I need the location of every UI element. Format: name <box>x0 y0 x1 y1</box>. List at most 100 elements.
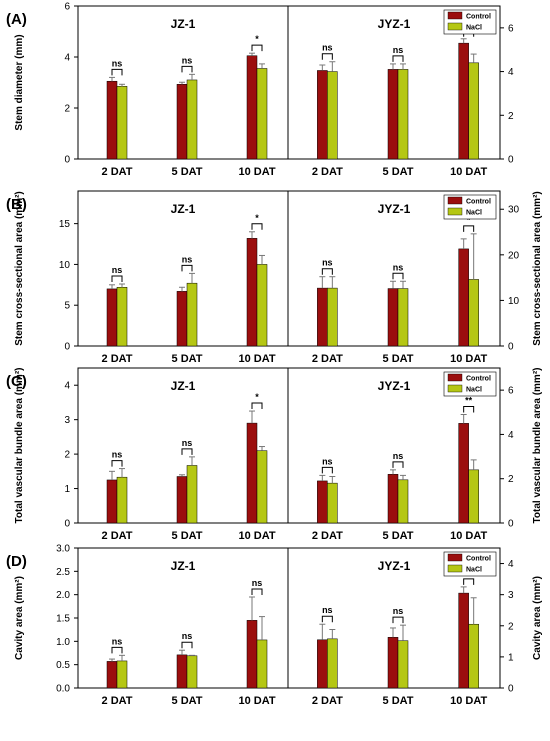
bar-nacl <box>327 482 338 524</box>
y-tick-label-right: 30 <box>508 205 520 216</box>
significance-bracket <box>463 225 475 232</box>
bar-nacl <box>327 638 338 689</box>
y-tick-label-right: 0 <box>508 155 514 166</box>
y-tick-label-right: 20 <box>508 250 520 261</box>
panel-a: (A) Stem diameter (mm) JZ-1 0 2 4 6 ns 2 DAT ns 5 … <box>6 2 514 179</box>
significance-label: ns <box>182 438 193 448</box>
significance-label: ns <box>322 258 333 268</box>
y-tick-label-right: 4 <box>508 430 514 441</box>
bar-nacl <box>256 68 268 160</box>
y-tick-label-left: 2 <box>64 104 70 115</box>
significance-bracket <box>181 448 193 455</box>
y-tick-label-left: 15 <box>59 219 71 230</box>
panel-label: (C) <box>6 373 27 390</box>
bar-control <box>246 238 258 347</box>
significance-bracket <box>392 55 404 62</box>
significance-label: ns <box>112 636 123 646</box>
y-tick-label-left: 1 <box>64 484 70 495</box>
x-category-label: 10 DAT <box>450 530 487 542</box>
significance-label: ns <box>112 265 123 275</box>
y-axis-label-left: Cavity area (mm²) <box>14 576 25 660</box>
legend-swatch-nacl <box>447 564 463 573</box>
x-category-label: 5 DAT <box>172 166 203 178</box>
subplot-title-right: JYZ-1 <box>378 559 411 573</box>
x-category-label: 10 DAT <box>450 695 487 707</box>
y-tick-label-left: 0 <box>64 342 70 353</box>
significance-bracket <box>251 588 263 595</box>
bar-control <box>317 287 328 347</box>
x-category-label: 2 DAT <box>102 530 133 542</box>
legend-label-nacl: NaCl <box>466 567 482 574</box>
x-category-label: 10 DAT <box>450 353 487 365</box>
bar-control <box>176 84 188 160</box>
significance-bracket <box>111 646 123 654</box>
significance-label: * <box>467 215 471 225</box>
subplot-title-right: JYZ-1 <box>378 202 411 216</box>
subplot-title-left: JZ-1 <box>171 202 196 216</box>
bar-control <box>317 639 328 689</box>
y-tick-label-right: 4 <box>508 67 514 78</box>
y-axis-label-right: Cavity area (mm²) <box>532 576 543 660</box>
y-tick-label-left: 0.5 <box>56 660 70 671</box>
panel-label: (A) <box>6 11 27 28</box>
bar-nacl <box>116 476 128 524</box>
bar-nacl <box>397 288 409 347</box>
plot-frame <box>77 190 501 347</box>
significance-bracket <box>392 272 404 280</box>
y-tick-label-right: 2 <box>508 111 514 122</box>
subplot-title-left: JZ-1 <box>171 559 196 573</box>
bar-nacl <box>256 264 268 347</box>
significance-bracket <box>111 460 123 467</box>
y-axis-label-left: Stem diameter (mm) <box>14 34 25 130</box>
y-tick-label-right: 10 <box>508 296 520 307</box>
bar-control <box>246 422 258 524</box>
x-category-label: 2 DAT <box>312 530 343 542</box>
plot-frame <box>77 367 501 524</box>
significance-bracket <box>251 44 263 52</box>
significance-bracket <box>251 223 263 230</box>
y-tick-label-left: 2.0 <box>56 590 70 601</box>
significance-label: * <box>255 392 259 402</box>
y-tick-label-left: 0 <box>64 155 70 166</box>
significance-bracket <box>321 53 333 60</box>
significance-bracket <box>111 68 123 76</box>
bar-nacl <box>468 62 479 160</box>
significance-bracket <box>181 264 193 272</box>
bar-control <box>317 480 328 524</box>
significance-label: ns <box>393 45 404 55</box>
x-category-label: 10 DAT <box>238 695 275 707</box>
y-axis-label-left: Total vascular bundle area (mm²) <box>14 368 25 524</box>
x-category-label: 2 DAT <box>312 695 343 707</box>
y-tick-label-right: 2 <box>508 621 514 632</box>
subplot-title-left: JZ-1 <box>171 17 196 31</box>
bar-nacl <box>256 450 268 524</box>
bar-control <box>106 288 118 347</box>
significance-label: ns <box>182 254 193 264</box>
significance-label: ** <box>465 396 473 406</box>
legend-swatch-control <box>447 196 463 205</box>
significance-label: * <box>255 213 259 223</box>
bar-nacl <box>116 660 128 689</box>
bar-control <box>106 661 118 689</box>
significance-bracket <box>251 402 263 410</box>
y-tick-label-left: 4 <box>64 53 70 64</box>
bar-nacl <box>186 79 198 160</box>
bar-nacl <box>186 282 198 347</box>
bar-control <box>246 55 258 160</box>
significance-label: ns <box>182 55 193 65</box>
bar-nacl <box>116 287 128 347</box>
panel-d: (D) Cavity area (mm²) Cavity area (mm²) JZ-… <box>6 544 543 708</box>
bar-control <box>458 423 469 524</box>
legend-swatch-control <box>447 553 463 562</box>
bar-control <box>176 654 188 689</box>
y-tick-label-right: 1 <box>508 652 514 663</box>
legend-swatch-nacl <box>447 22 463 31</box>
y-axis-label-left: Stem cross-sectional area (mm²) <box>14 191 25 346</box>
y-tick-label-left: 5 <box>64 301 70 312</box>
bar-control <box>176 291 188 347</box>
y-tick-label-left: 0 <box>64 519 70 530</box>
y-tick-label-left: 6 <box>64 2 70 13</box>
y-tick-label-left: 2 <box>64 450 70 461</box>
significance-label: ns <box>112 58 123 68</box>
x-category-label: 2 DAT <box>312 353 343 365</box>
